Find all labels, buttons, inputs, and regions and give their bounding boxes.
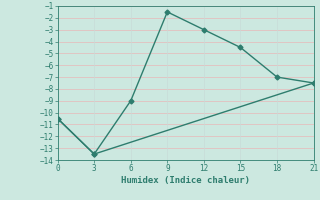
X-axis label: Humidex (Indice chaleur): Humidex (Indice chaleur): [121, 176, 250, 185]
